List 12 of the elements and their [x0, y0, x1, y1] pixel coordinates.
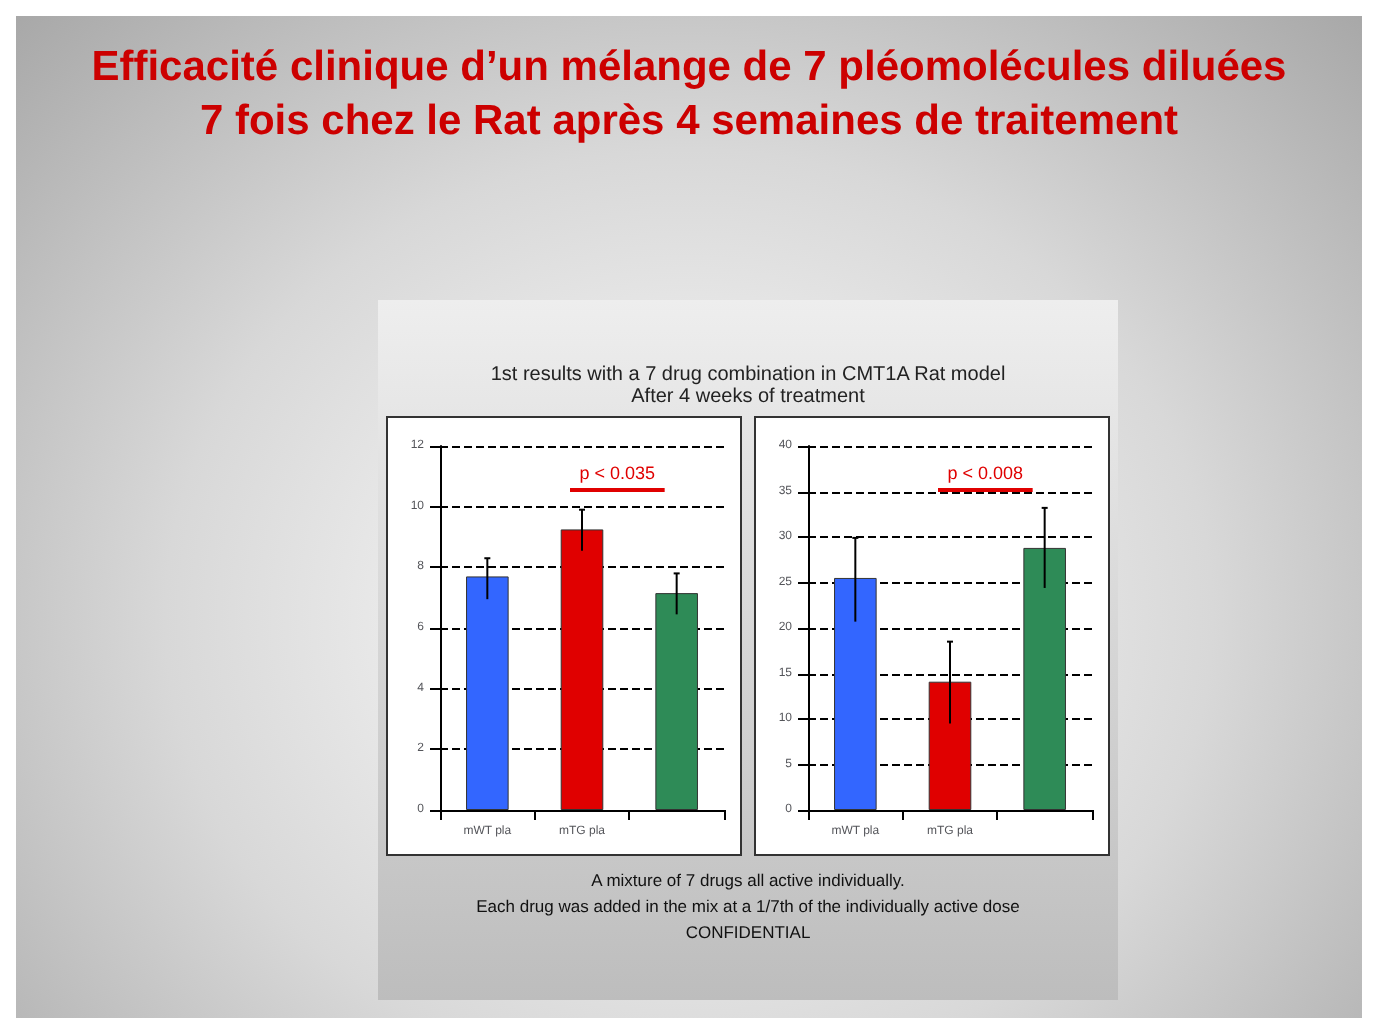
- bar: [928, 681, 972, 810]
- annotation: p < 0.035: [579, 463, 656, 483]
- bar: [655, 593, 698, 810]
- chart-subtitle: 1st results with a 7 drug combination in CMT1A Rat model After 4 weeks of treatment: [488, 364, 1008, 408]
- bar: [560, 529, 604, 810]
- bar: [1023, 547, 1066, 810]
- text: CONFIDENTIAL: [683, 920, 813, 946]
- annotation: p < 0.008: [947, 463, 1024, 483]
- bar: [834, 577, 877, 810]
- text: A mixture of 7 drugs all active individually. Each drug was added in the mix at a 1/7th of the individually active dose: [474, 868, 1022, 920]
- bar: [466, 576, 509, 810]
- chart-title: Efficacité clinique d’un mélange de 7 pléomolécules diluées 7 fois chez le Rat après 4 semaines de traitement: [89, 42, 1289, 148]
